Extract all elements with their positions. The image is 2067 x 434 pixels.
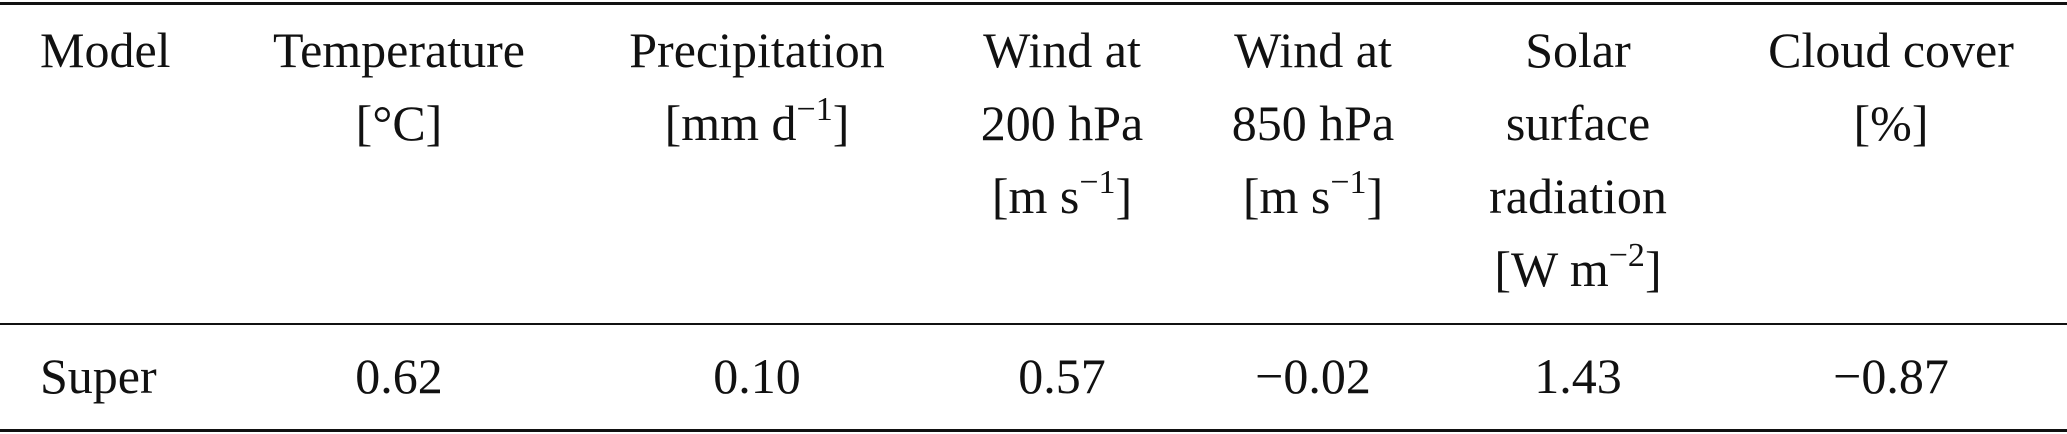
header-text: Wind at	[983, 22, 1141, 78]
cell-value: −0.87	[1833, 348, 1949, 404]
cell-value: 0.10	[713, 348, 801, 404]
unit-exponent: −1	[1330, 164, 1367, 201]
header-text: Cloud cover	[1768, 22, 2014, 78]
header-unit: [m s−1]	[991, 164, 1133, 226]
header-text: 850 hPa	[1231, 95, 1395, 151]
cell-value: −0.02	[1255, 348, 1371, 404]
unit-text: [m s	[991, 168, 1080, 224]
cell-value: 0.57	[1018, 348, 1106, 404]
unit-exponent: −1	[1079, 164, 1116, 201]
header-unit: [m s−1]	[1242, 164, 1384, 226]
unit-text: [W m	[1494, 241, 1609, 297]
row-label: Super	[40, 348, 157, 404]
cell-value: 0.62	[355, 348, 443, 404]
bottom-rule	[0, 429, 2067, 432]
header-text: Wind at	[1234, 22, 1392, 78]
header-text: radiation	[1489, 168, 1667, 224]
header-unit: [°C]	[356, 93, 443, 153]
header-text: 200 hPa	[980, 95, 1144, 151]
unit-text: [mm d	[664, 95, 797, 151]
unit-text: ]	[1366, 168, 1384, 224]
header-text: surface	[1505, 95, 1651, 151]
unit-exponent: −2	[1608, 237, 1645, 274]
unit-text: [m s	[1242, 168, 1331, 224]
header-unit: [%]	[1854, 93, 1929, 153]
unit-text: [%]	[1853, 95, 1929, 151]
unit-text: ]	[1115, 168, 1133, 224]
unit-text: ]	[1644, 241, 1662, 297]
header-text: Precipitation	[629, 22, 885, 78]
header-text: Solar	[1525, 22, 1631, 78]
unit-text: [°C]	[355, 95, 443, 151]
header-unit: [W m−2]	[1494, 237, 1662, 299]
mid-rule	[0, 323, 2067, 325]
header-text: Model	[40, 22, 171, 78]
unit-exponent: −1	[796, 91, 833, 128]
cell-value: 1.43	[1534, 348, 1622, 404]
top-rule	[0, 2, 2067, 5]
header-text: Temperature	[273, 22, 525, 78]
header-unit: [mm d−1]	[664, 91, 850, 153]
unit-text: ]	[832, 95, 850, 151]
